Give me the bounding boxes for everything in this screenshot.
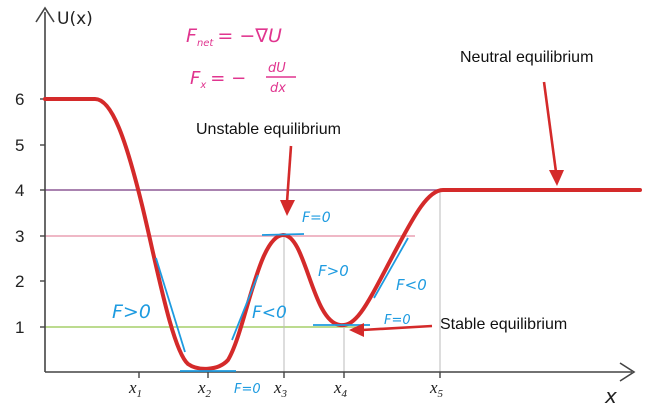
neutral-arrow-head: [549, 170, 564, 186]
x-ticks: [138, 372, 441, 378]
force-label-falling-slope: F>0: [318, 262, 349, 280]
formula-net-force: Fnet = −∇U: [186, 25, 282, 49]
svg-text:Fx= −: Fx = −: [190, 68, 246, 91]
x-tick-label-x1: x1: [128, 378, 142, 400]
stable-arrow: [361, 324, 433, 332]
y-tick-label: 4: [15, 181, 24, 200]
y-tick-label: 6: [15, 90, 24, 109]
formula-denominator: dx: [270, 81, 286, 96]
x-axis-arrowhead: [619, 362, 636, 382]
force-label-right-slope: F<0: [396, 276, 427, 294]
x-tick-label-x4: x4: [333, 378, 348, 400]
tangent-marks: [155, 233, 409, 372]
force-label-rising-slope: F<0: [252, 303, 287, 323]
unstable-arrow-head: [280, 200, 295, 216]
force-label-left-slope: F>0: [112, 301, 151, 323]
stable-equilibrium-label: Stable equilibrium: [440, 316, 567, 333]
neutral-equilibrium-label: Neutral equilibrium: [460, 49, 593, 66]
annotation-arrows: [280, 81, 564, 337]
neutral-arrow: [542, 81, 558, 173]
y-tick-label: 3: [15, 227, 24, 246]
y-tick-label: 2: [15, 272, 24, 291]
x-tick-label-x2: x2: [197, 378, 212, 400]
formula-numerator: dU: [268, 61, 286, 76]
y-tick-label: 1: [15, 318, 24, 337]
y-ticks: [40, 98, 45, 328]
unstable-arrow: [285, 145, 293, 203]
force-label-x4: F=0: [384, 313, 411, 328]
formula-x-force: Fx = − dU dx: [190, 61, 296, 96]
x-tick-label-x3: x3: [273, 378, 288, 400]
x-tick-label-x5: x5: [429, 378, 444, 400]
stable-arrow-head: [349, 323, 364, 337]
force-label-x2: F=0: [234, 382, 261, 397]
y-axis-arrowhead: [35, 6, 55, 23]
unstable-equilibrium-label: Unstable equilibrium: [196, 121, 341, 138]
y-axis-label: U(x): [57, 9, 93, 29]
y-tick-label: 5: [15, 136, 24, 155]
force-label-x3: F=0: [302, 210, 331, 226]
x-axis-label: x: [604, 384, 617, 408]
